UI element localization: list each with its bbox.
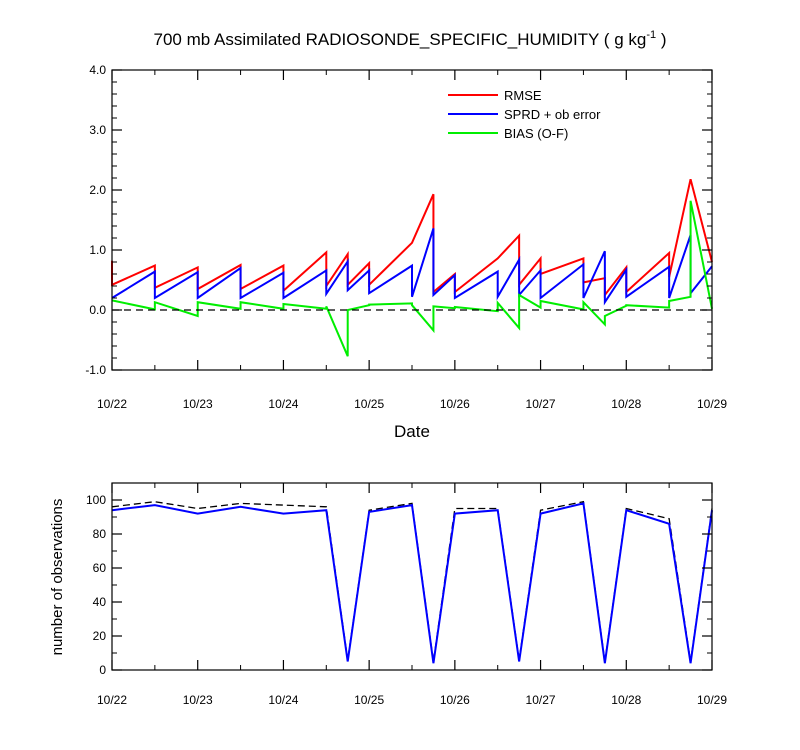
legend-label: SPRD + ob error: [504, 107, 601, 122]
y-tick-label: 4.0: [89, 63, 106, 77]
x-tick-label: 10/24: [268, 693, 298, 707]
x-tick-label: 10/23: [183, 693, 213, 707]
x-tick-label: 10/22: [97, 693, 127, 707]
y-tick-label: 40: [93, 595, 107, 609]
top-series-group: [111, 178, 713, 357]
y-tick-label: 3.0: [89, 123, 106, 137]
y-tick-label: -1.0: [85, 363, 106, 377]
x-tick-label: 10/27: [526, 397, 556, 411]
x-tick-label: 10/22: [97, 397, 127, 411]
y-tick-label: 100: [86, 493, 106, 507]
x-tick-label: 10/26: [440, 397, 470, 411]
chart-title-suffix: ): [656, 30, 666, 49]
chart-title: 700 mb Assimilated RADIOSONDE_SPECIFIC_H…: [154, 29, 667, 49]
top-chart: 10/22 10/23 10/24 10/25 10/26 10/27 10/28 10/29…: [85, 63, 727, 411]
series-line-possible-observations: [111, 500, 713, 662]
x-tick-label: 10/27: [526, 693, 556, 707]
bottom-ticks-group: 10/22 10/23 10/24 10/25 10/26 10/27 10/28 10/29…: [86, 482, 727, 707]
x-tick-label: 10/28: [611, 397, 641, 411]
top-x-axis-label: Date: [394, 422, 430, 441]
top-ticks-group: 10/22 10/23 10/24 10/25 10/26 10/27 10/28 10/29…: [85, 63, 727, 411]
bottom-series-group: [111, 500, 713, 664]
chart-title-superscript: -1: [646, 29, 656, 41]
series-line-used-observations: [111, 502, 713, 664]
y-tick-label: 0: [99, 663, 106, 677]
x-tick-label: 10/25: [354, 693, 384, 707]
x-tick-label: 10/24: [268, 397, 298, 411]
bottom-chart: 10/22 10/23 10/24 10/25 10/26 10/27 10/28 10/29…: [86, 482, 727, 707]
series-line-bias-o-f: [111, 200, 713, 357]
x-tick-label: 10/29: [697, 397, 727, 411]
y-tick-label: 80: [93, 527, 107, 541]
y-tick-label: 0.0: [89, 303, 106, 317]
x-tick-label: 10/28: [611, 693, 641, 707]
bottom-plot-frame: [111, 482, 713, 671]
y-tick-label: 20: [93, 629, 107, 643]
x-tick-label: 10/29: [697, 693, 727, 707]
legend: RMSE SPRD + ob error BIAS (O-F): [448, 88, 601, 141]
y-tick-label: 1.0: [89, 243, 106, 257]
top-plot-frame: [111, 69, 713, 371]
chart-title-main: 700 mb Assimilated RADIOSONDE_SPECIFIC_H…: [154, 30, 647, 49]
series-line-sprd-ob-error: [111, 228, 713, 306]
legend-label: RMSE: [504, 88, 542, 103]
y-tick-label: 60: [93, 561, 107, 575]
bottom-y-axis-label: number of observations: [49, 499, 66, 656]
legend-label: BIAS (O-F): [504, 126, 568, 141]
x-tick-label: 10/26: [440, 693, 470, 707]
x-tick-label: 10/25: [354, 397, 384, 411]
x-tick-label: 10/23: [183, 397, 213, 411]
y-tick-label: 2.0: [89, 183, 106, 197]
